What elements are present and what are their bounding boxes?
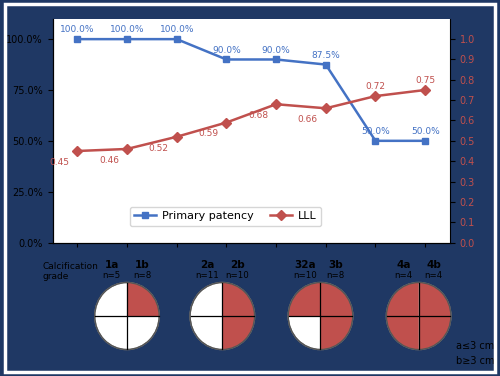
Text: 2b: 2b bbox=[230, 259, 245, 270]
Text: 100.0%: 100.0% bbox=[110, 25, 144, 34]
Wedge shape bbox=[320, 316, 500, 376]
Text: 4b: 4b bbox=[426, 259, 441, 270]
Text: n=11: n=11 bbox=[196, 271, 219, 280]
Text: 4a: 4a bbox=[396, 259, 411, 270]
Text: n=8: n=8 bbox=[326, 271, 345, 280]
Wedge shape bbox=[138, 316, 418, 376]
Text: 0.59: 0.59 bbox=[198, 129, 218, 138]
Wedge shape bbox=[320, 100, 500, 316]
Text: 0.45: 0.45 bbox=[50, 158, 70, 167]
Text: n=4: n=4 bbox=[394, 271, 412, 280]
Text: 0.72: 0.72 bbox=[366, 82, 386, 91]
Text: n=4: n=4 bbox=[424, 271, 443, 280]
Text: 100.0%: 100.0% bbox=[60, 25, 94, 34]
Wedge shape bbox=[418, 316, 500, 376]
Text: 0.46: 0.46 bbox=[99, 156, 119, 165]
Ellipse shape bbox=[190, 282, 254, 350]
Text: 87.5%: 87.5% bbox=[312, 51, 340, 60]
Wedge shape bbox=[138, 100, 418, 316]
Text: 2a: 2a bbox=[200, 259, 214, 270]
Text: 0.68: 0.68 bbox=[248, 111, 268, 120]
Wedge shape bbox=[222, 100, 500, 316]
Text: 100.0%: 100.0% bbox=[160, 25, 194, 34]
Wedge shape bbox=[418, 100, 500, 316]
Text: n=8: n=8 bbox=[133, 271, 151, 280]
Wedge shape bbox=[222, 316, 500, 376]
Ellipse shape bbox=[386, 282, 451, 350]
Text: n=10: n=10 bbox=[226, 271, 250, 280]
Text: 50.0%: 50.0% bbox=[411, 127, 440, 136]
Text: Calcification
grade: Calcification grade bbox=[43, 262, 98, 281]
Text: 0.75: 0.75 bbox=[415, 76, 435, 85]
Wedge shape bbox=[127, 100, 408, 316]
Text: 90.0%: 90.0% bbox=[262, 45, 290, 55]
Legend: Primary patency, LLL: Primary patency, LLL bbox=[130, 207, 321, 226]
Text: 90.0%: 90.0% bbox=[212, 45, 241, 55]
Text: n=10: n=10 bbox=[294, 271, 317, 280]
Text: 3b: 3b bbox=[328, 259, 343, 270]
Text: n=5: n=5 bbox=[102, 271, 121, 280]
Text: 1b: 1b bbox=[134, 259, 150, 270]
Ellipse shape bbox=[94, 282, 159, 350]
Text: 50.0%: 50.0% bbox=[361, 127, 390, 136]
Text: 0.66: 0.66 bbox=[298, 115, 318, 124]
Wedge shape bbox=[40, 100, 320, 316]
Ellipse shape bbox=[288, 282, 352, 350]
Text: 0.52: 0.52 bbox=[148, 144, 169, 153]
Text: a≤3 cm
b≥3 cm: a≤3 cm b≥3 cm bbox=[456, 341, 494, 366]
Text: 1a: 1a bbox=[104, 259, 119, 270]
Text: 32a: 32a bbox=[294, 259, 316, 270]
